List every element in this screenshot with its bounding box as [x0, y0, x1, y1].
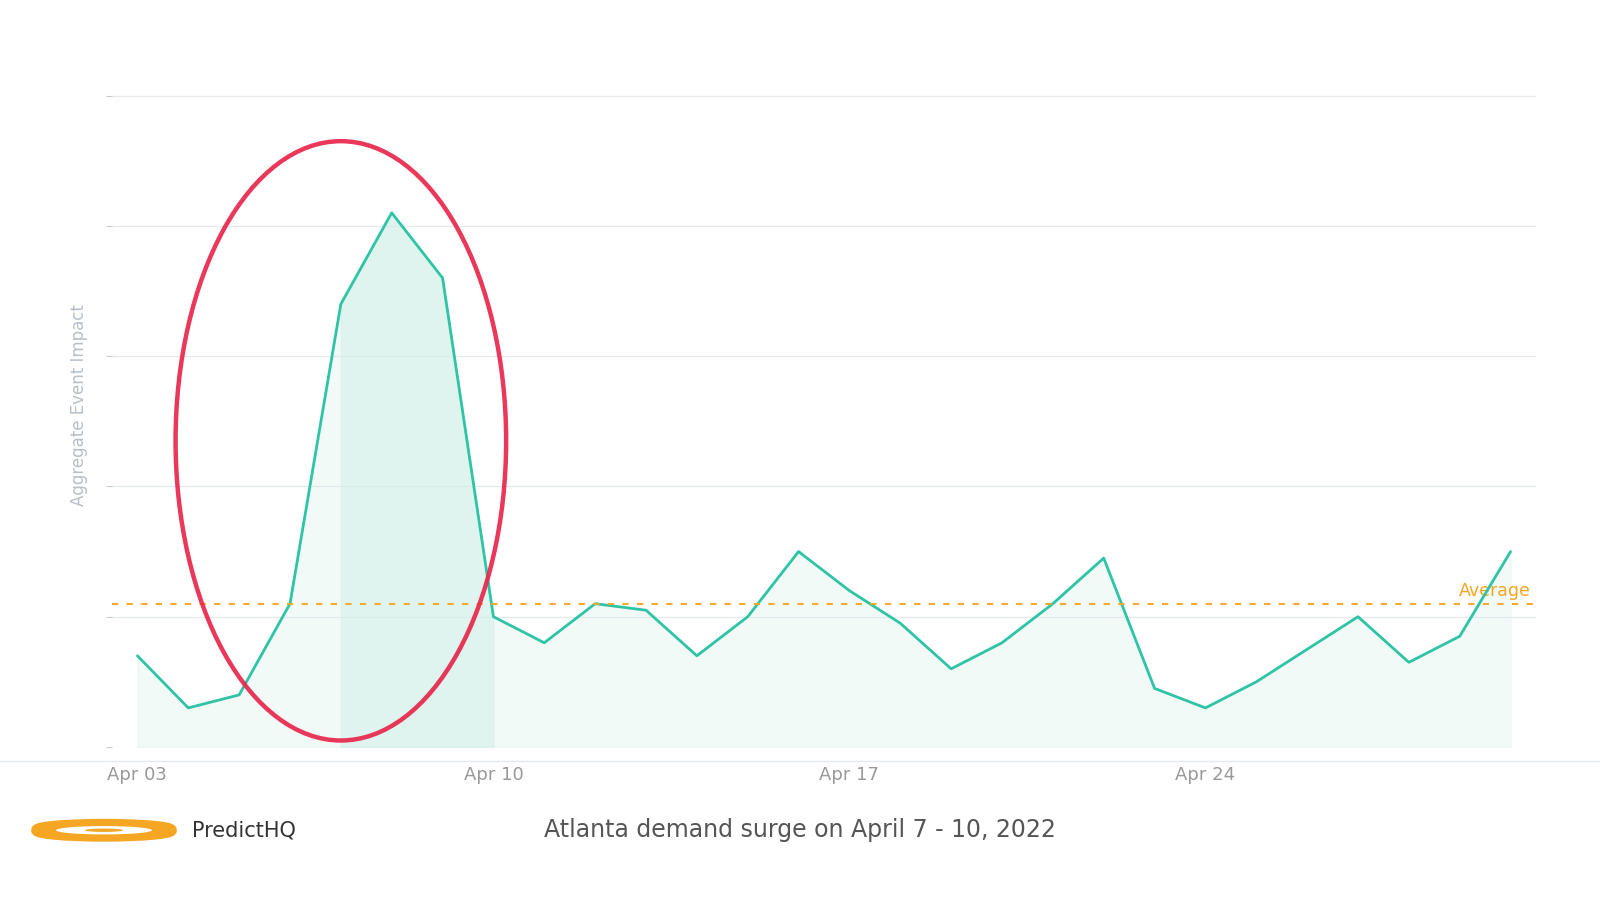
Y-axis label: Aggregate Event Impact: Aggregate Event Impact: [70, 304, 88, 506]
Circle shape: [85, 829, 123, 832]
Text: Average: Average: [1459, 582, 1531, 600]
Circle shape: [56, 826, 152, 834]
Text: PredictHQ: PredictHQ: [192, 820, 296, 841]
Text: Atlanta demand surge on April 7 - 10, 2022: Atlanta demand surge on April 7 - 10, 20…: [544, 818, 1056, 842]
